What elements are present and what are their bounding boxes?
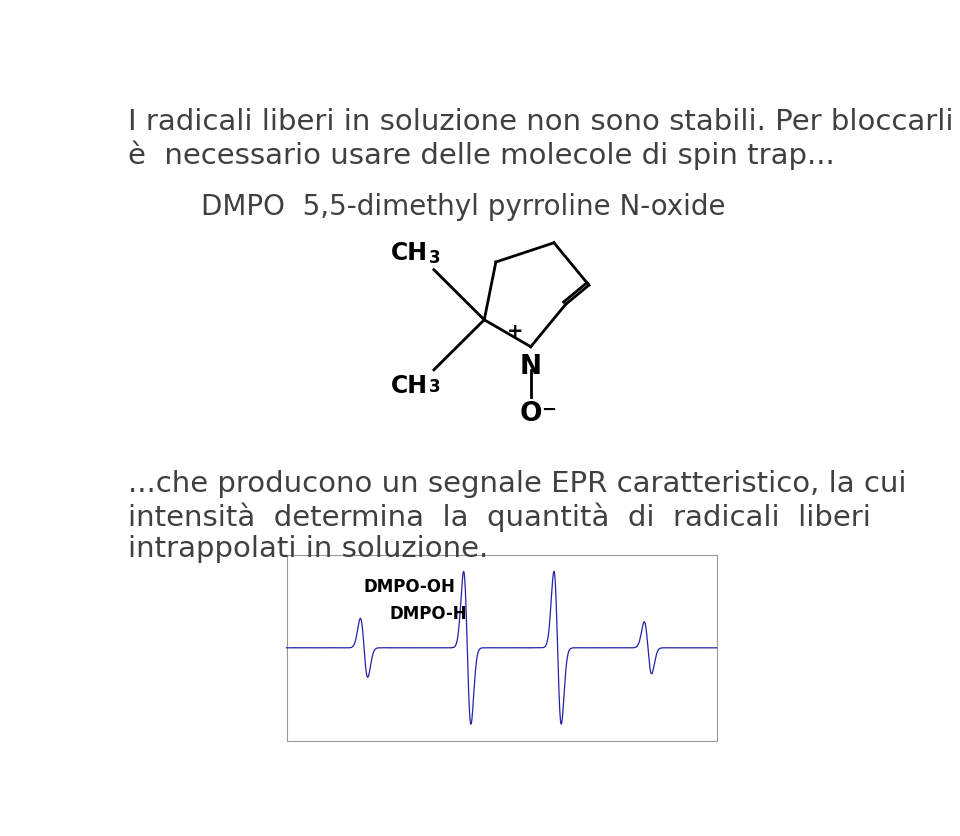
- Text: +: +: [507, 322, 523, 340]
- Text: DMPO-OH: DMPO-OH: [363, 578, 455, 596]
- Text: intensità  determina  la  quantità  di  radicali  liberi: intensità determina la quantità di radic…: [128, 502, 871, 532]
- Text: DMPO-H: DMPO-H: [389, 604, 467, 623]
- Text: DMPO  5,5-dimethyl pyrroline N-oxide: DMPO 5,5-dimethyl pyrroline N-oxide: [202, 193, 726, 221]
- Text: N: N: [519, 354, 541, 380]
- Text: ...che producono un segnale EPR caratteristico, la cui: ...che producono un segnale EPR caratter…: [128, 470, 906, 498]
- Text: CH: CH: [391, 375, 427, 399]
- Text: 3: 3: [429, 249, 441, 268]
- Text: CH: CH: [391, 241, 427, 265]
- Text: O: O: [519, 400, 542, 426]
- Bar: [287, 554, 717, 741]
- Text: −: −: [541, 400, 557, 419]
- Text: intrappolati in soluzione.: intrappolati in soluzione.: [128, 534, 488, 563]
- Text: I radicali liberi in soluzione non sono stabili. Per bloccarli: I radicali liberi in soluzione non sono …: [128, 108, 953, 136]
- Text: è  necessario usare delle molecole di spin trap...: è necessario usare delle molecole di spi…: [128, 140, 834, 170]
- Text: 3: 3: [429, 378, 441, 395]
